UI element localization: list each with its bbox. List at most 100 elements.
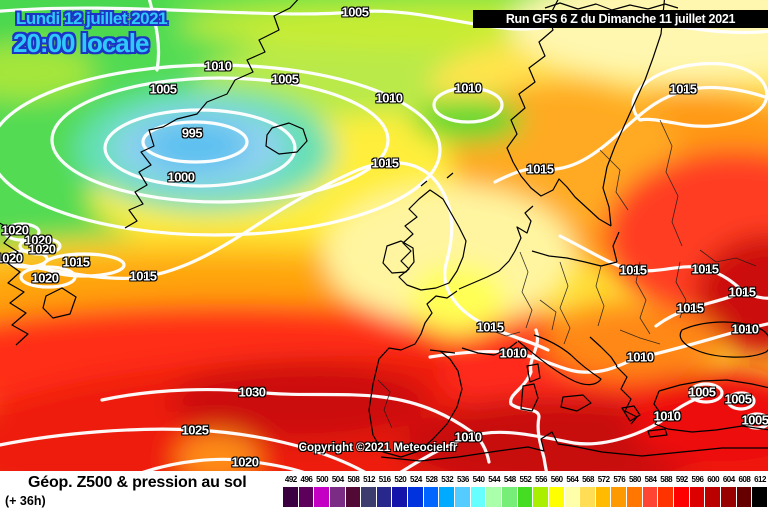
colorbar-tick-label: 564: [566, 475, 579, 484]
pressure-label: 1010: [204, 58, 232, 74]
colorbar-tick-label: 604: [722, 475, 735, 484]
colorbar-swatch: [329, 487, 345, 507]
colorbar-tick-label: 608: [738, 475, 751, 484]
colorbar-tick-label: 504: [331, 475, 344, 484]
colorbar-swatch: [658, 487, 674, 507]
colorbar: 492 496 500 504 508 512 516 520 524 528 532 536 540 5…: [283, 475, 768, 507]
pressure-label: 1030: [238, 384, 266, 400]
country-borders: [377, 119, 757, 429]
colorbar-swatch: [548, 487, 564, 507]
colorbar-tick-label: 596: [691, 475, 704, 484]
pressure-label: 1015: [62, 254, 90, 270]
colorbar-tick-label: 588: [660, 475, 673, 484]
colorbar-swatch: [533, 487, 548, 507]
pressure-label: 1005: [724, 391, 752, 407]
pressure-label: 1015: [526, 161, 554, 177]
pressure-labels: 1005 1010 1005 1005 995 1000 1010 1010 1015 1015 1…: [0, 5, 768, 470]
pressure-label: 1015: [129, 268, 157, 284]
colorbar-tick-label: 584: [644, 475, 657, 484]
map-title: Géop. Z500 & pression au sol: [28, 474, 247, 491]
colorbar-tick-label: 592: [675, 475, 688, 484]
colorbar-tick-label: 492: [284, 475, 297, 484]
colorbar-tick-label: 612: [754, 475, 766, 484]
colorbar-tick-label: 516: [378, 475, 391, 484]
colorbar-swatch: [595, 487, 611, 507]
colorbar-tick-label: 520: [394, 475, 407, 484]
colorbar-tick-label: 500: [316, 475, 329, 484]
colorbar-swatch: [345, 487, 361, 507]
colorbar-swatch: [705, 487, 720, 507]
pressure-label: 1020: [31, 270, 59, 286]
colorbar-swatch: [752, 487, 767, 507]
legend-bar: Géop. Z500 & pression au sol (+ 36h) 492…: [0, 471, 768, 512]
forecast-lead-time: (+ 36h): [5, 494, 46, 508]
colorbar-swatch: [736, 487, 752, 507]
pressure-label: 1000: [167, 169, 195, 185]
pressure-label: 1010: [499, 345, 527, 361]
pressure-label: 1015: [728, 284, 756, 300]
colorbar-tick-label: 580: [628, 475, 641, 484]
local-time-label: 20:00 locale: [13, 28, 149, 58]
pressure-label: 1025: [181, 422, 209, 438]
colorbar-swatch: [439, 487, 455, 507]
pressure-label: 1020: [231, 454, 259, 470]
colorbar-swatch: [470, 487, 486, 507]
colorbar-swatch: [298, 487, 314, 507]
colorbar-swatch: [627, 487, 642, 507]
map-canvas: 1005 1010 1005 1005 995 1000 1010 1010 1015 1015 1…: [0, 0, 768, 471]
pressure-label: 1015: [676, 300, 704, 316]
pressure-label: 1010: [731, 321, 759, 337]
model-run-info: Run GFS 6 Z du Dimanche 11 juillet 2021: [473, 10, 768, 28]
pressure-label: 1010: [454, 429, 482, 445]
copyright-notice: Copyright ©2021 Meteociel.fr: [298, 442, 458, 454]
colorbar-swatch: [580, 487, 595, 507]
pressure-label: 1010: [375, 90, 403, 106]
pressure-label: 1005: [271, 71, 299, 87]
colorbar-tick-label: 568: [582, 475, 594, 484]
colorbar-swatch: [392, 487, 408, 507]
colorbar-swatch: [689, 487, 705, 507]
colorbar-swatch: [423, 487, 439, 507]
colorbar-swatch: [486, 487, 501, 507]
colorbar-tick-label: 540: [472, 475, 485, 484]
colorbar-tick-label: 576: [613, 475, 626, 484]
colorbar-tick-label: 556: [535, 475, 547, 484]
pressure-label: 1005: [688, 384, 716, 400]
colorbar-tick-label: 572: [597, 475, 610, 484]
colorbar-tick-label: 560: [550, 475, 563, 484]
colorbar-swatch: [517, 487, 533, 507]
colorbar-swatch: [376, 487, 392, 507]
colorbar-tick-label: 508: [347, 475, 360, 484]
colorbar-swatches: [283, 487, 768, 507]
colorbar-tick-label: 528: [425, 475, 438, 484]
pressure-label: 1015: [691, 261, 719, 277]
colorbar-tick-label: 544: [488, 475, 501, 484]
colorbar-tick-label: 512: [363, 475, 375, 484]
pressure-label: 1020: [28, 241, 56, 257]
pressure-label: 1005: [149, 81, 177, 97]
pressure-label: 1020: [0, 250, 23, 266]
colorbar-tick-label: 524: [410, 475, 422, 484]
colorbar-swatch: [720, 487, 736, 507]
coastlines: [0, 0, 768, 462]
colorbar-swatch: [455, 487, 470, 507]
date-label: Lundi 12 juillet 2021: [16, 9, 168, 28]
colorbar-tick-label: 496: [300, 475, 313, 484]
pressure-label: 1010: [626, 349, 654, 365]
pressure-label: 1010: [653, 408, 681, 424]
pressure-label: 1005: [741, 412, 768, 428]
pressure-label: 1015: [619, 262, 647, 278]
pressure-label: 1020: [1, 222, 29, 238]
colorbar-swatch: [314, 487, 329, 507]
colorbar-tick-label: 532: [441, 475, 454, 484]
colorbar-tick-label: 548: [503, 475, 516, 484]
colorbar-tick-label: 552: [519, 475, 532, 484]
pressure-label: 995: [181, 125, 203, 141]
colorbar-tick-label: 600: [707, 475, 720, 484]
colorbar-labels: 492 496 500 504 508 512 516 520 524 528 532 536 540 5…: [283, 475, 768, 485]
pressure-label: 1015: [669, 81, 697, 97]
pressure-label: 1015: [476, 319, 504, 335]
colorbar-swatch: [564, 487, 580, 507]
colorbar-swatch: [361, 487, 376, 507]
